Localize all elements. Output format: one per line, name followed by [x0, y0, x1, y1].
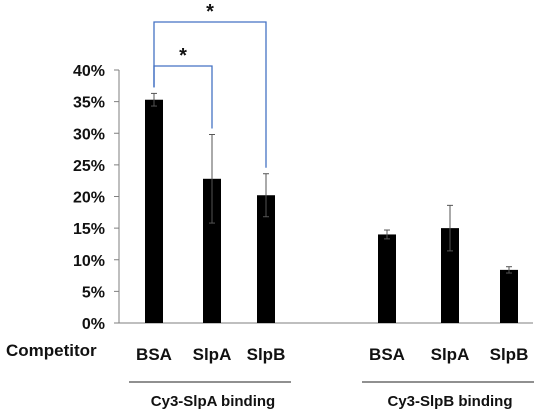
bar — [203, 178, 221, 323]
y-tick-label: 35% — [73, 95, 105, 112]
y-tick-label: 40% — [73, 63, 105, 80]
bar — [378, 234, 396, 323]
row-label-competitor: Competitor — [6, 341, 97, 360]
significance-bracket — [153, 21, 267, 168]
category-label: SlpA — [431, 345, 470, 364]
y-tick-label: 20% — [73, 190, 105, 207]
category-label: BSA — [369, 345, 405, 364]
category-label: SlpA — [193, 345, 232, 364]
bar — [500, 269, 518, 323]
category-labels: BSA SlpA SlpB Cy3-SlpA binding BSA SlpA SlpB Cy… — [129, 345, 534, 410]
group-label: Cy3-SlpA binding — [151, 393, 275, 410]
significance-star: * — [206, 1, 214, 23]
category-label: BSA — [136, 345, 172, 364]
y-tick-label: 10% — [73, 253, 105, 270]
category-label: SlpB — [490, 345, 529, 364]
bars-layer — [145, 92, 518, 323]
y-tick-label: 5% — [82, 284, 105, 301]
group-label: Cy3-SlpB binding — [388, 393, 513, 410]
bar — [441, 228, 459, 323]
y-tick-label: 30% — [73, 126, 105, 143]
y-tick-label: 15% — [73, 221, 105, 238]
y-tick-label: 25% — [73, 158, 105, 175]
significance-layer: ** — [153, 1, 267, 168]
bar — [145, 99, 163, 323]
bar — [257, 195, 275, 323]
significance-star: * — [179, 45, 187, 67]
category-label: SlpB — [247, 345, 286, 364]
y-axis: 0% 5% 10% 15% 20% 25% 30% 35% 40% — [73, 63, 533, 333]
y-tick-label: 0% — [82, 316, 105, 333]
